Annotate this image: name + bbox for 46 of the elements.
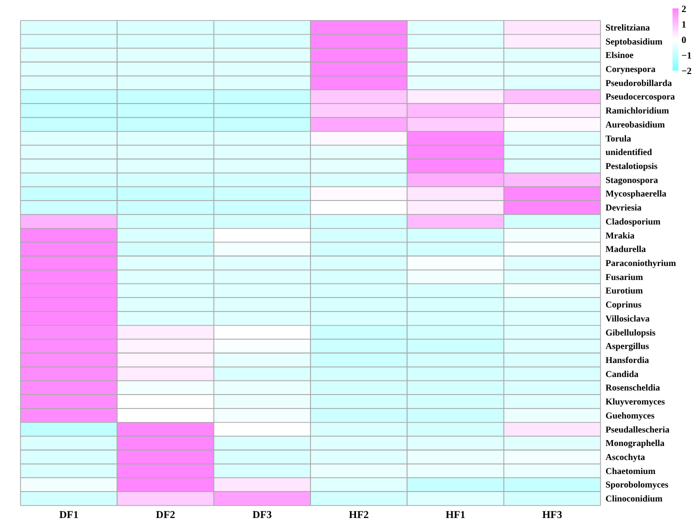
y-tick-label: Madurella [606,244,646,254]
y-tick-label: Candida [606,368,640,379]
y-tick-label: Aureobasidium [606,119,666,130]
y-tick-label: Stagonospora [606,174,659,185]
y-tick-label: Devriesia [606,202,642,213]
y-tick-label: Sporobolomyces [606,480,669,490]
color-bar-label: −1 [682,52,692,62]
y-tick-label: Ramichloridium [606,106,670,116]
color-bar-label: −2 [682,67,692,77]
y-tick-label: Clinoconidium [606,494,664,504]
y-tick-label: Cladosporium [606,216,662,226]
y-tick-label: Fusarium [606,272,644,282]
y-tick-label: Paraconiothyrium [606,258,676,268]
y-tick-label: Strelitziana [606,22,650,32]
x-tick-label: DF3 [252,510,272,521]
y-tick-label: Aspergillus [606,341,650,352]
color-bar-label: 0 [682,36,686,46]
x-tick-label: HF1 [446,510,466,521]
x-tick-label: DF2 [156,510,176,521]
y-tick-label: Guehomyces [606,410,655,420]
y-tick-label: Kluyveromyces [606,396,666,407]
x-tick-label: HF3 [542,510,562,521]
y-tick-label: Hansfordia [606,355,650,365]
x-tick-label: HF2 [348,510,369,521]
y-tick-label: unidentified [606,147,652,158]
y-tick-label: Pseudallescheria [606,424,670,434]
y-tick-label: Pseudocercospora [606,92,676,102]
y-tick-label: Rosenscheldia [606,382,661,393]
y-tick-label: Corynespora [606,64,656,74]
color-bar-label: 1 [682,20,686,30]
y-tick-label: Chaetomium [606,466,656,476]
y-tick-label: Mrakia [606,230,635,240]
y-tick-label: Pestalotiopsis [606,161,658,171]
y-tick-label: Ascochyta [606,452,646,462]
y-tick-label: Villosiclava [606,313,650,324]
y-tick-label: Eurotium [606,286,644,296]
y-tick-label: Gibellulopsis [606,327,656,338]
x-tick-label: DF1 [59,510,78,521]
y-tick-label: Coprinus [606,300,642,310]
y-tick-label: Mycosphaerella [606,188,667,199]
y-tick-label: Monographella [606,438,665,448]
y-tick-label: Elsinoe [606,50,634,60]
y-tick-label: Septobasidium [606,36,664,46]
y-tick-label: Pseudorobillarda [606,78,672,88]
y-tick-label: Torula [606,133,632,144]
color-bar-label: 2 [682,5,686,15]
